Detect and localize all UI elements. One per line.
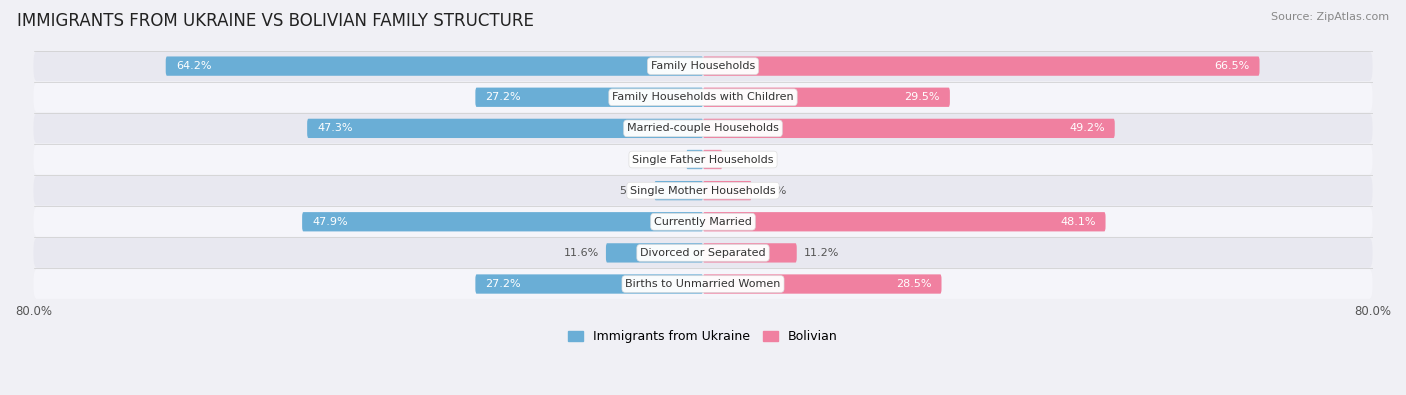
Text: Family Households: Family Households — [651, 61, 755, 71]
Text: 11.6%: 11.6% — [564, 248, 599, 258]
Text: Single Father Households: Single Father Households — [633, 154, 773, 164]
Text: 49.2%: 49.2% — [1069, 123, 1105, 134]
Text: 2.0%: 2.0% — [651, 154, 679, 164]
FancyBboxPatch shape — [703, 150, 723, 169]
Text: 47.3%: 47.3% — [318, 123, 353, 134]
Text: 48.1%: 48.1% — [1060, 217, 1095, 227]
FancyBboxPatch shape — [703, 243, 797, 263]
Text: 28.5%: 28.5% — [896, 279, 931, 289]
FancyBboxPatch shape — [703, 275, 942, 293]
FancyBboxPatch shape — [34, 82, 1372, 112]
Text: Single Mother Households: Single Mother Households — [630, 186, 776, 196]
FancyBboxPatch shape — [606, 243, 703, 263]
FancyBboxPatch shape — [34, 51, 1372, 81]
Text: 64.2%: 64.2% — [176, 61, 211, 71]
FancyBboxPatch shape — [166, 56, 703, 76]
Text: Married-couple Households: Married-couple Households — [627, 123, 779, 134]
Text: 5.8%: 5.8% — [620, 186, 648, 196]
FancyBboxPatch shape — [34, 207, 1372, 237]
Text: 11.2%: 11.2% — [803, 248, 839, 258]
Text: Family Households with Children: Family Households with Children — [612, 92, 794, 102]
FancyBboxPatch shape — [703, 56, 1260, 76]
FancyBboxPatch shape — [302, 212, 703, 231]
FancyBboxPatch shape — [34, 238, 1372, 268]
Text: 5.8%: 5.8% — [758, 186, 786, 196]
FancyBboxPatch shape — [34, 176, 1372, 205]
FancyBboxPatch shape — [307, 119, 703, 138]
FancyBboxPatch shape — [475, 275, 703, 293]
FancyBboxPatch shape — [703, 88, 950, 107]
Text: 27.2%: 27.2% — [485, 279, 522, 289]
Text: 2.3%: 2.3% — [728, 154, 758, 164]
Text: Divorced or Separated: Divorced or Separated — [640, 248, 766, 258]
FancyBboxPatch shape — [34, 113, 1372, 143]
FancyBboxPatch shape — [703, 119, 1115, 138]
FancyBboxPatch shape — [34, 269, 1372, 299]
FancyBboxPatch shape — [475, 88, 703, 107]
FancyBboxPatch shape — [686, 150, 703, 169]
Text: Source: ZipAtlas.com: Source: ZipAtlas.com — [1271, 12, 1389, 22]
FancyBboxPatch shape — [703, 181, 752, 200]
Text: Currently Married: Currently Married — [654, 217, 752, 227]
Text: Births to Unmarried Women: Births to Unmarried Women — [626, 279, 780, 289]
Text: 66.5%: 66.5% — [1215, 61, 1250, 71]
Legend: Immigrants from Ukraine, Bolivian: Immigrants from Ukraine, Bolivian — [564, 325, 842, 348]
FancyBboxPatch shape — [654, 181, 703, 200]
Text: IMMIGRANTS FROM UKRAINE VS BOLIVIAN FAMILY STRUCTURE: IMMIGRANTS FROM UKRAINE VS BOLIVIAN FAMI… — [17, 12, 534, 30]
FancyBboxPatch shape — [703, 212, 1105, 231]
Text: 47.9%: 47.9% — [312, 217, 347, 227]
Text: 29.5%: 29.5% — [904, 92, 939, 102]
Text: 27.2%: 27.2% — [485, 92, 522, 102]
FancyBboxPatch shape — [34, 145, 1372, 175]
